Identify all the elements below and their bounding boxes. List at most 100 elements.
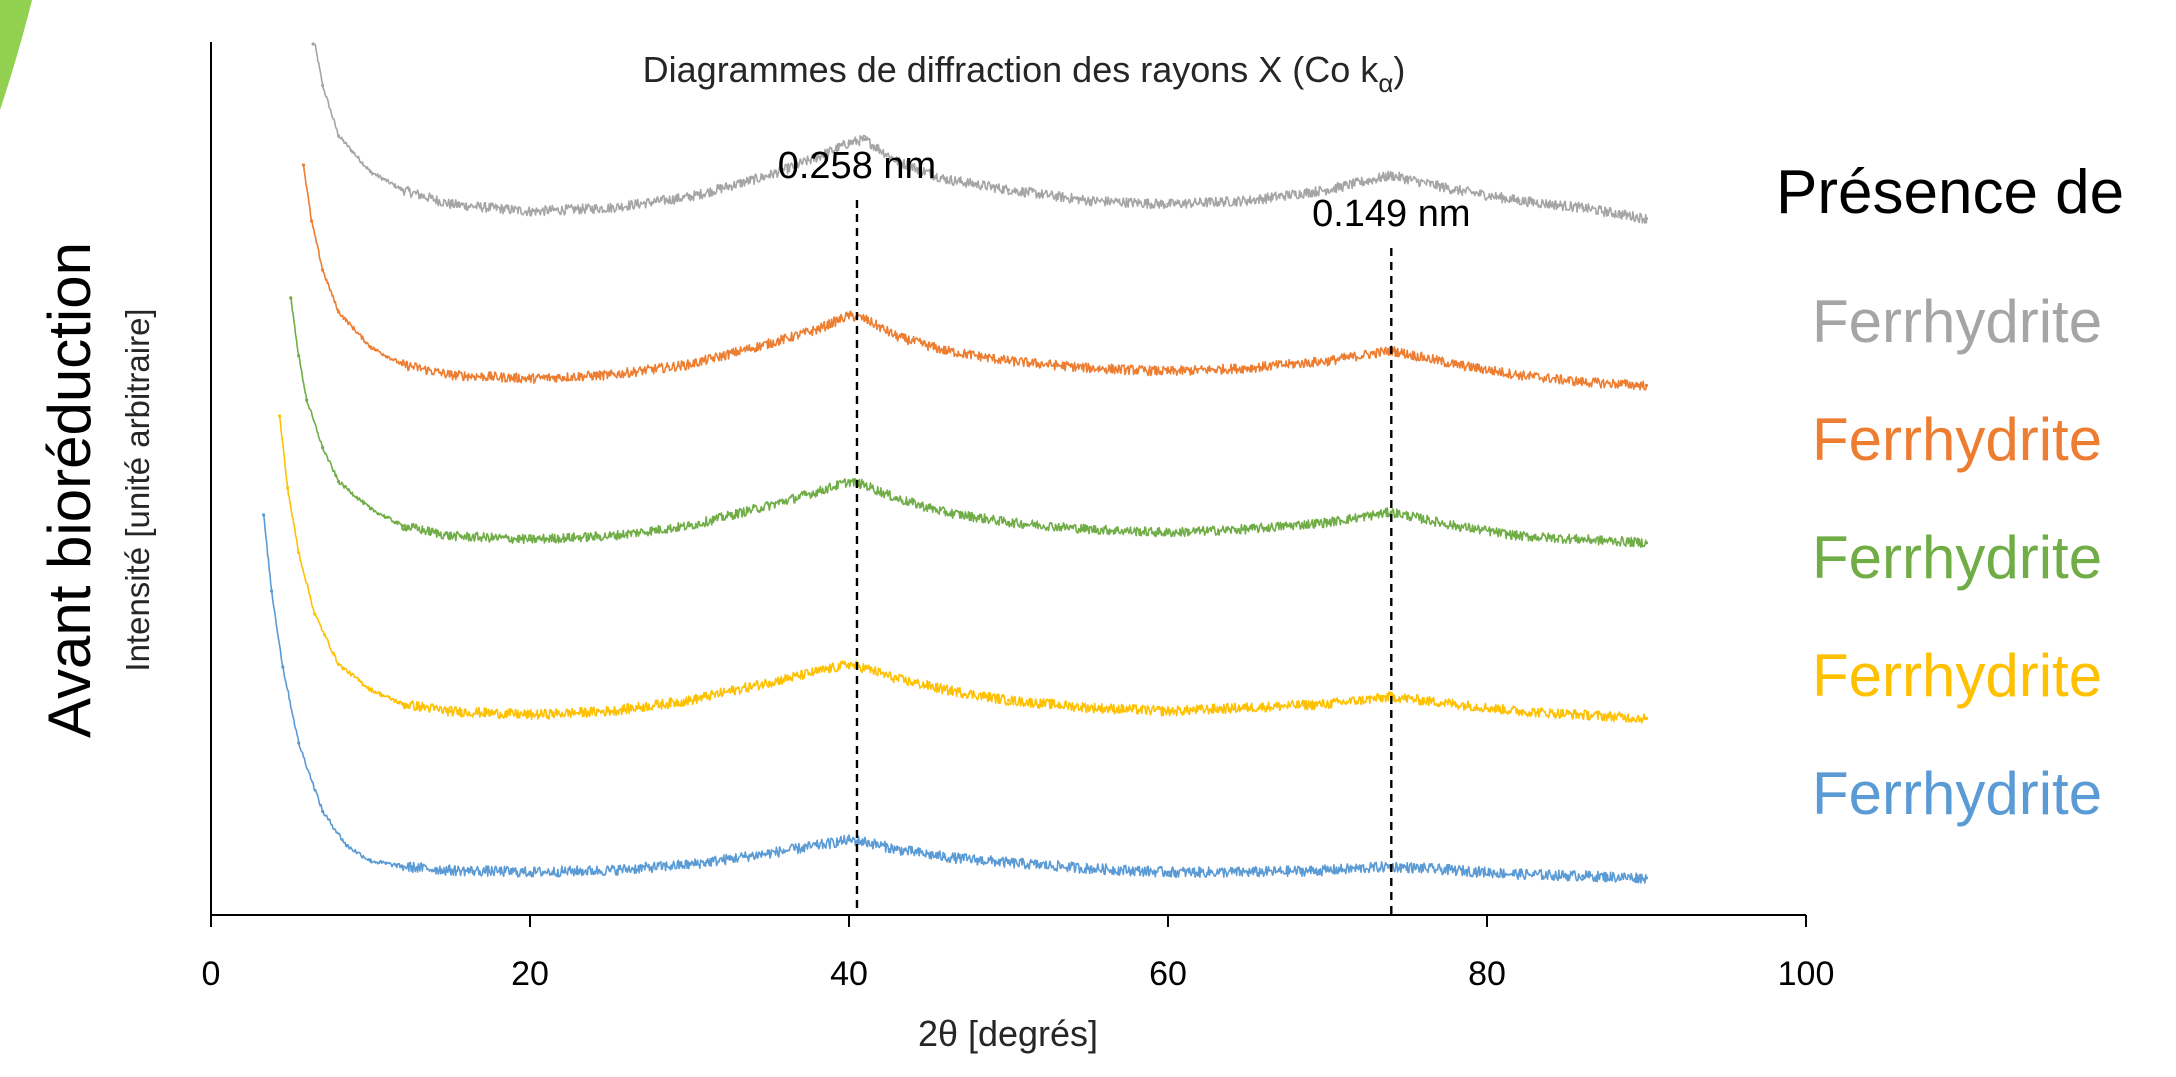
x-axis-title: 2θ [degrés] bbox=[918, 1013, 1098, 1054]
data-point bbox=[815, 490, 819, 494]
data-point bbox=[337, 134, 341, 138]
data-point bbox=[767, 680, 771, 685]
series-line bbox=[262, 513, 1648, 884]
data-point bbox=[815, 844, 819, 848]
data-point bbox=[448, 868, 452, 872]
legend-entry-4: Ferrhydrite bbox=[1812, 642, 2102, 709]
data-point bbox=[1006, 520, 1011, 525]
data-point bbox=[321, 83, 325, 87]
data-point bbox=[1246, 706, 1250, 710]
data-point bbox=[863, 666, 867, 670]
data-point bbox=[895, 847, 899, 852]
x-ticks: 0 20 40 60 80 100 bbox=[202, 915, 1834, 993]
series-line bbox=[302, 164, 1648, 391]
annotation-label: 0.149 nm bbox=[1312, 193, 1470, 235]
data-point bbox=[847, 662, 851, 667]
data-point bbox=[943, 688, 947, 692]
data-point bbox=[1644, 383, 1649, 388]
data-point bbox=[767, 851, 771, 855]
data-point bbox=[1644, 217, 1649, 221]
data-point bbox=[1325, 188, 1330, 192]
data-point bbox=[1644, 716, 1649, 721]
data-point bbox=[847, 838, 851, 842]
data-point bbox=[815, 327, 819, 332]
data-point bbox=[286, 486, 290, 490]
data-point bbox=[1581, 874, 1585, 878]
data-point bbox=[1517, 373, 1521, 377]
series-3 bbox=[289, 296, 1649, 548]
data-point bbox=[289, 296, 293, 300]
data-point bbox=[1453, 868, 1457, 872]
data-point bbox=[1644, 876, 1649, 880]
data-point bbox=[943, 510, 947, 514]
data-point bbox=[313, 612, 317, 616]
x-tick-label: 20 bbox=[511, 955, 549, 993]
legend-entry-3: Ferrhydrite bbox=[1812, 524, 2102, 591]
data-point bbox=[687, 195, 692, 199]
data-point bbox=[1086, 866, 1090, 871]
data-point bbox=[1453, 188, 1457, 192]
data-point bbox=[1389, 173, 1393, 177]
series-line bbox=[313, 43, 1648, 224]
data-point bbox=[1581, 713, 1585, 717]
data-point bbox=[528, 870, 532, 874]
data-point bbox=[278, 414, 282, 418]
data-point bbox=[345, 844, 349, 848]
data-point bbox=[400, 188, 404, 192]
data-point bbox=[337, 310, 341, 314]
data-point bbox=[1644, 541, 1649, 545]
data-point bbox=[863, 840, 867, 844]
legend: Ferrhydrite Ferrhydrite Ferrhydrite Ferrhyd… bbox=[1812, 288, 2102, 827]
chart-title-main: Diagrammes de diffraction des rayons X (… bbox=[643, 49, 1380, 90]
data-point bbox=[337, 480, 341, 484]
data-point bbox=[1006, 861, 1011, 865]
data-point bbox=[767, 341, 771, 346]
data-point bbox=[815, 155, 819, 159]
data-point bbox=[1325, 359, 1330, 363]
data-point bbox=[1086, 706, 1090, 710]
data-point bbox=[448, 202, 452, 206]
data-point bbox=[297, 354, 301, 358]
data-point bbox=[943, 177, 947, 181]
data-point bbox=[1166, 531, 1170, 535]
data-point bbox=[301, 163, 306, 167]
data-point bbox=[767, 503, 771, 507]
data-point bbox=[448, 373, 452, 377]
legend-title: Présence de bbox=[1776, 158, 2124, 227]
data-point bbox=[608, 709, 612, 713]
data-point bbox=[1517, 199, 1521, 203]
chart-title: Diagrammes de diffraction des rayons X (… bbox=[643, 49, 1406, 98]
data-point bbox=[297, 741, 301, 745]
data-point bbox=[1453, 524, 1457, 528]
annotation-layer: 0.258 nm 0.149 nm bbox=[778, 145, 1471, 915]
chart-title-subscript: α bbox=[1378, 68, 1393, 98]
data-point bbox=[895, 159, 899, 163]
legend-entry-1: Ferrhydrite bbox=[1812, 288, 2102, 355]
data-point bbox=[305, 398, 309, 402]
data-point bbox=[297, 551, 301, 555]
data-point bbox=[528, 209, 532, 213]
data-point bbox=[1006, 188, 1011, 192]
data-point bbox=[1006, 698, 1011, 703]
data-point bbox=[311, 42, 315, 46]
data-point bbox=[321, 268, 325, 272]
data-point bbox=[1166, 709, 1170, 713]
x-tick-label: 0 bbox=[202, 955, 221, 993]
data-point bbox=[1166, 870, 1170, 874]
data-point bbox=[368, 859, 373, 863]
data-point bbox=[1166, 202, 1170, 206]
slide-accent-shape bbox=[0, 0, 32, 110]
data-point bbox=[608, 206, 612, 210]
data-point bbox=[608, 373, 612, 377]
legend-entry-2: Ferrhydrite bbox=[1812, 406, 2102, 473]
data-point bbox=[321, 446, 325, 450]
data-point bbox=[687, 698, 692, 703]
data-point bbox=[1246, 870, 1250, 874]
data-point bbox=[368, 170, 373, 174]
y-axis-label: Intensité [unité arbitraire] bbox=[119, 308, 156, 671]
data-point bbox=[1086, 199, 1090, 203]
data-point bbox=[895, 497, 899, 501]
data-point bbox=[1166, 369, 1170, 374]
data-point bbox=[863, 483, 867, 487]
data-point bbox=[767, 173, 771, 177]
